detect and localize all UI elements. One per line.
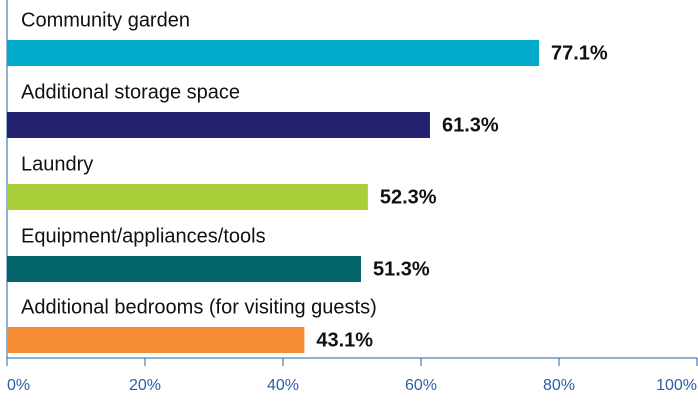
category-label: Additional bedrooms (for visiting guests… [21, 296, 377, 318]
x-tick-label: 0% [7, 377, 30, 394]
x-tick-label: 40% [267, 377, 299, 394]
category-label: Equipment/appliances/tools [21, 225, 266, 247]
value-label: 77.1% [551, 42, 608, 64]
bar [7, 184, 368, 210]
value-label: 61.3% [442, 114, 499, 136]
x-tick-label: 20% [129, 377, 161, 394]
category-label: Community garden [21, 9, 190, 31]
value-label: 43.1% [316, 329, 373, 351]
x-tick-label: 100% [656, 377, 697, 394]
value-label: 51.3% [373, 258, 430, 280]
x-tick-label: 60% [405, 377, 437, 394]
x-tick-label: 80% [543, 377, 575, 394]
category-label: Laundry [21, 153, 93, 175]
bar [7, 256, 361, 282]
bar [7, 40, 539, 66]
bar [7, 327, 305, 353]
bar [7, 112, 430, 138]
category-label: Additional storage space [21, 81, 240, 103]
value-label: 52.3% [380, 186, 437, 208]
